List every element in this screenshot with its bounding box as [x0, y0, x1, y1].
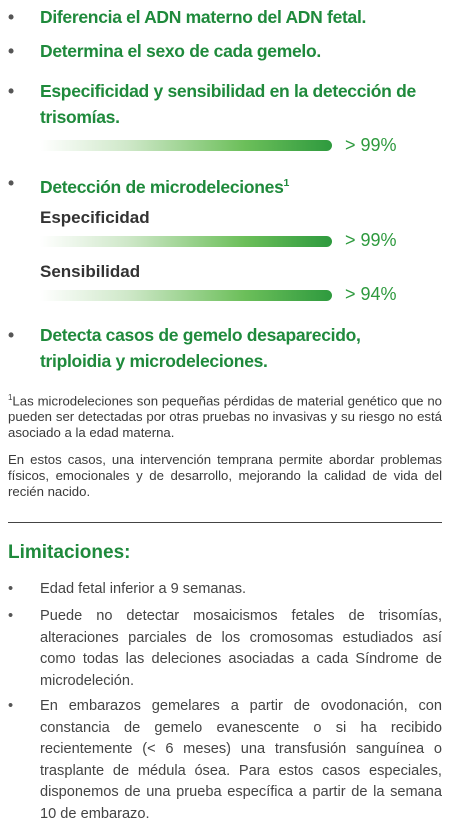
footnote-ref: 1 [283, 177, 290, 189]
divider [8, 522, 442, 523]
gradient-bar [40, 236, 332, 247]
percent-label: > 94% [345, 284, 397, 304]
paragraph: En estos casos, una intervención tempran… [8, 452, 442, 499]
highlight: Detección de microdeleciones1 [8, 170, 445, 200]
highlight: Detecta casos de gemelo desaparecido, tr… [8, 322, 420, 374]
limitation-item: Edad fetal inferior a 9 semanas. [8, 579, 442, 601]
highlight: Diferencia el ADN materno del ADN fetal. [8, 4, 445, 30]
metric-name: Especificidad [40, 208, 150, 227]
footnote-mark: 1 [8, 393, 13, 402]
limitation-item: En embarazos gemelares a partir de ovodo… [8, 696, 442, 825]
footnote-text: Las microdeleciones son pequeñas pérdida… [8, 393, 442, 441]
section-title: Limitaciones: [8, 542, 131, 563]
footnote: 1Las microdeleciones son pequeñas pérdid… [8, 390, 442, 441]
metric-name: Sensibilidad [40, 262, 141, 281]
highlight-text: Detección de microdeleciones [40, 176, 284, 197]
highlight: Especificidad y sensibilidad en la detec… [8, 78, 440, 130]
limitation-item: Puede no detectar mosaicismos fetales de… [8, 606, 442, 692]
gradient-bar [40, 290, 332, 301]
highlight: Determina el sexo de cada gemelo. [8, 38, 445, 64]
gradient-bar [40, 140, 332, 151]
percent-label: > 99% [345, 230, 397, 250]
percent-label: > 99% [345, 135, 397, 155]
